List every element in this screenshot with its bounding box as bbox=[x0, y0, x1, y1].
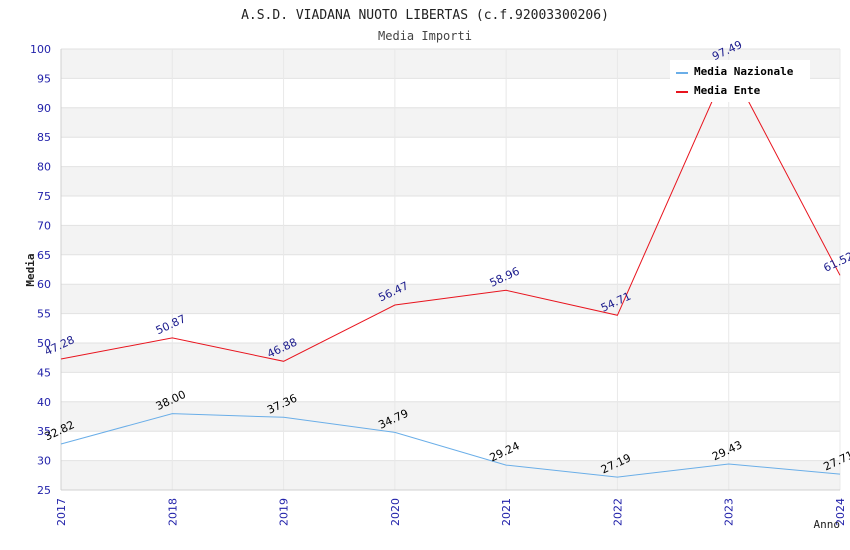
y-tick-label: 60 bbox=[37, 278, 51, 291]
y-tick-label: 30 bbox=[37, 455, 51, 468]
x-tick-label: 2018 bbox=[166, 498, 179, 526]
y-tick-label: 80 bbox=[37, 161, 51, 174]
data-label-media-nazionale: 29.43 bbox=[710, 438, 744, 463]
x-tick-label: 2017 bbox=[55, 498, 68, 526]
grid-band bbox=[61, 401, 840, 432]
x-tick-label: 2020 bbox=[389, 498, 402, 526]
y-tick-label: 95 bbox=[37, 72, 51, 85]
y-tick-label: 55 bbox=[37, 308, 51, 321]
grid-band bbox=[61, 107, 840, 138]
y-axis-label: Media bbox=[24, 253, 37, 286]
legend-box bbox=[670, 60, 810, 102]
x-tick-label: 2023 bbox=[723, 498, 736, 526]
legend: Media Nazionale Media Ente bbox=[670, 60, 810, 102]
grid-band bbox=[61, 284, 840, 314]
x-axis-label: Anno bbox=[814, 518, 841, 531]
x-tick-labels: 2017 2018 2019 2020 2021 2022 2023 2024 bbox=[55, 498, 847, 526]
y-tick-label: 25 bbox=[37, 484, 51, 497]
grid-band bbox=[61, 166, 840, 196]
series-line-media-nazionale bbox=[60, 413, 841, 478]
y-tick-labels: 25 30 35 40 45 50 55 60 65 70 75 80 85 90 95 100 bbox=[30, 43, 51, 497]
x-tick-label: 2024 bbox=[834, 498, 847, 526]
y-tick-label: 85 bbox=[37, 131, 51, 144]
y-tick-label: 75 bbox=[37, 190, 51, 203]
y-tick-label: 65 bbox=[37, 249, 51, 262]
grid-bands bbox=[61, 49, 840, 490]
series-line-media-ente bbox=[60, 62, 841, 362]
y-tick-label: 100 bbox=[30, 43, 51, 56]
x-tick-label: 2021 bbox=[500, 498, 513, 526]
grid-band bbox=[61, 343, 840, 373]
y-tick-label: 35 bbox=[37, 425, 51, 438]
series-lines bbox=[60, 62, 841, 478]
chart-title: A.S.D. VIADANA NUOTO LIBERTAS (c.f.92003… bbox=[241, 8, 609, 23]
legend-label-media-nazionale: Media Nazionale bbox=[694, 65, 794, 78]
chart-subtitle: Media Importi bbox=[378, 29, 472, 43]
grid-band bbox=[61, 460, 840, 490]
legend-label-media-ente: Media Ente bbox=[694, 84, 761, 97]
grid-band bbox=[61, 225, 840, 255]
x-tick-label: 2022 bbox=[611, 498, 624, 526]
x-tick-label: 2019 bbox=[278, 498, 291, 526]
y-tick-label: 90 bbox=[37, 102, 51, 115]
data-label-media-nazionale: 32.82 bbox=[42, 418, 76, 443]
y-tick-label: 70 bbox=[37, 219, 51, 232]
y-tick-label: 40 bbox=[37, 396, 51, 409]
data-label-media-ente: 50.87 bbox=[154, 312, 188, 337]
y-tick-label: 45 bbox=[37, 366, 51, 379]
y-tick-label: 50 bbox=[37, 337, 51, 350]
